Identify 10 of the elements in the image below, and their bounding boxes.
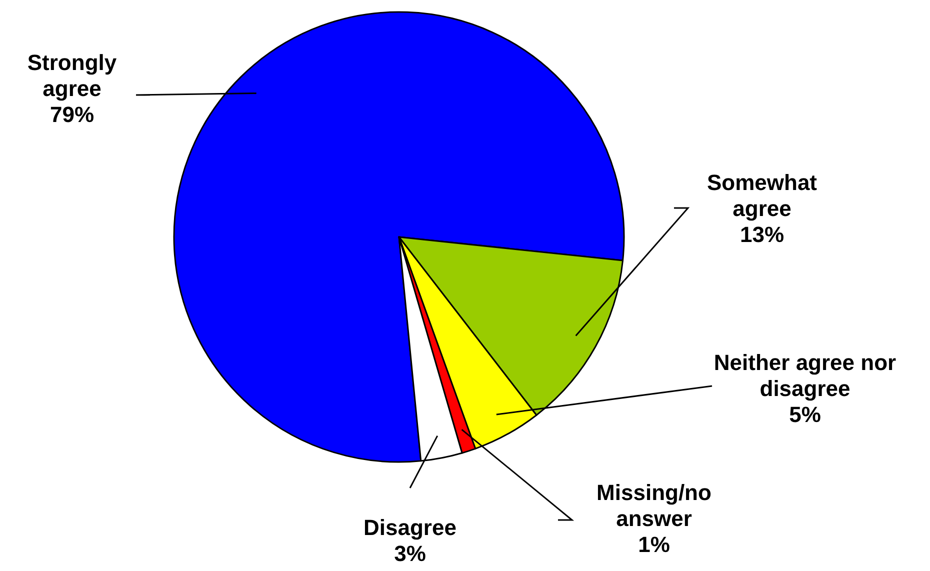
data-label: 1% <box>638 532 670 557</box>
slice-label: Strongly agree <box>27 50 118 101</box>
data-label: 13% <box>740 222 784 247</box>
slice-label: Neither agree nor disagree <box>714 350 897 401</box>
data-label: 3% <box>394 540 426 566</box>
slice-label: Disagree <box>364 515 456 540</box>
data-label: 5% <box>789 402 821 427</box>
slice-label: Somewhat agree <box>706 170 818 221</box>
slice-label: Missing/no answer <box>596 480 712 531</box>
data-label: 79% <box>50 102 94 127</box>
